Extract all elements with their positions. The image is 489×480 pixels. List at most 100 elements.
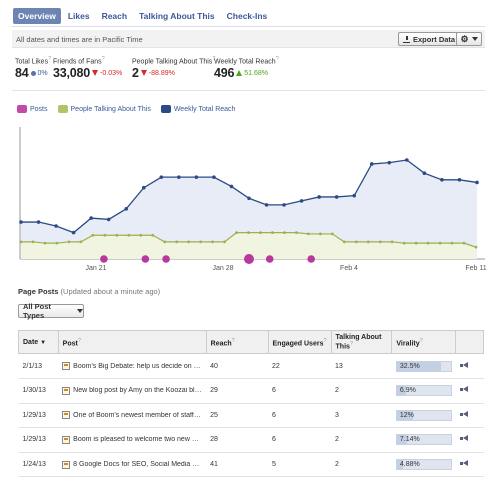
help-icon[interactable]: ? (77, 337, 81, 344)
help-icon[interactable]: ? (349, 341, 353, 347)
post-marker (141, 255, 150, 263)
help-icon[interactable]: ? (212, 56, 216, 62)
x-tick-label: Feb 11 (465, 265, 486, 272)
col-promote (455, 329, 484, 355)
help-icon[interactable]: ? (323, 337, 327, 344)
stat-total-likes: Total Likes? 84 0% (15, 56, 51, 80)
table-row[interactable]: 1/29/13 One of Boom's newest member of st… (18, 403, 484, 429)
post-engaged-users[interactable]: 6 (268, 378, 332, 404)
section-title: Page Posts (18, 287, 59, 296)
chevron-down-icon (471, 37, 478, 41)
table-row[interactable]: 1/30/13 New blog post by Amy on the Kooza… (18, 378, 484, 404)
reach-point (475, 180, 479, 185)
export-data-button[interactable]: Export Data (398, 32, 461, 46)
status-post-icon (62, 460, 71, 469)
col-engaged-users[interactable]: Engaged Users? (267, 329, 332, 355)
tab-check-ins[interactable]: Check-Ins (226, 11, 268, 21)
talking-point (235, 231, 238, 234)
tab-talking-about-this[interactable]: Talking About This (139, 11, 215, 21)
help-icon[interactable]: ? (231, 337, 235, 344)
stat-value: 496 (214, 66, 235, 81)
post-cell: Boom's Big Debate: help us decide on the… (58, 353, 207, 379)
gear-icon: ⚙ (460, 33, 469, 44)
virality-bar: 12% (395, 409, 452, 421)
virality-value: 4.88% (399, 461, 420, 468)
col-reach[interactable]: Reach? (205, 329, 269, 355)
reach-point (264, 203, 269, 207)
post-reach[interactable]: 28 (206, 427, 268, 453)
post-talking-about: 2 (331, 452, 392, 478)
post-link[interactable]: New blog post by Amy on the Koozai blog … (73, 387, 203, 395)
table-row[interactable]: 1/29/13 Boom is pleased to welcome two ne… (18, 427, 484, 453)
post-link[interactable]: Boom's Big Debate: help us decide on the… (73, 362, 203, 370)
legend-item-talking[interactable]: People Talking About This (57, 105, 151, 113)
promote-megaphone-icon[interactable] (459, 361, 469, 369)
help-icon[interactable]: ? (48, 56, 52, 62)
col-date[interactable]: Date ▼ (18, 329, 59, 355)
promote-megaphone-icon[interactable] (459, 386, 469, 393)
post-marker (100, 255, 108, 263)
status-post-icon (62, 435, 71, 444)
reach-point (440, 178, 444, 182)
help-icon[interactable]: ? (275, 56, 279, 62)
reach-point (89, 216, 93, 220)
stat-value: 2 (132, 66, 139, 81)
post-type-filter[interactable]: All Post Types (18, 302, 84, 320)
talking-point (211, 240, 214, 244)
post-engaged-users[interactable]: 5 (268, 452, 332, 478)
settings-menu-button[interactable]: ⚙ (456, 32, 482, 46)
reach-point (405, 158, 409, 162)
talking-point (91, 233, 95, 237)
col-talking-about-this[interactable]: Talking About This? (330, 329, 393, 355)
talking-point (115, 233, 119, 237)
post-virality: 6.9% (391, 378, 456, 404)
table-row[interactable]: 2/1/13 Boom's Big Debate: help us decide … (18, 353, 484, 379)
talking-point (294, 231, 298, 234)
col-post[interactable]: Post? (57, 329, 207, 355)
virality-bar: 32.5% (395, 360, 452, 372)
legend-item-reach[interactable]: Weekly Total Reach (160, 105, 235, 113)
col-virality[interactable]: Virality? (391, 329, 457, 355)
posts-series (100, 254, 315, 264)
tab-overview[interactable]: Overview (13, 8, 61, 24)
reach-area (21, 160, 477, 259)
reach-point (422, 171, 427, 175)
stat-value: 33,080 (53, 66, 91, 81)
post-link[interactable]: One of Boom's newest member of staff, G.… (73, 411, 203, 419)
posts-table: Date ▼ Post? Reach? Engaged Users? Talki… (18, 329, 484, 478)
stat-change: 0% (37, 69, 48, 77)
post-engaged-users[interactable]: 6 (268, 427, 332, 453)
post-link[interactable]: Boom is pleased to welcome two new addi.… (73, 436, 203, 444)
post-reach[interactable]: 25 (206, 403, 268, 429)
post-engaged-users[interactable]: 22 (268, 353, 332, 379)
page-posts-header: Page Posts (Updated about a minute ago) (18, 287, 160, 296)
reach-point (71, 230, 76, 235)
reach-point (457, 178, 462, 182)
promote-megaphone-icon[interactable] (459, 460, 469, 467)
stat-change: -0.03% (100, 69, 123, 77)
post-reach[interactable]: 40 (206, 353, 268, 379)
talking-point (31, 240, 35, 244)
tab-likes[interactable]: Likes (67, 11, 90, 21)
insights-chart: Jan 21 Jan 28 Feb 4 Feb 11 (19, 127, 487, 272)
x-tick-label: Jan 21 (85, 265, 106, 272)
stat-label: People Talking About This (132, 58, 213, 66)
virality-bar: 7.14% (395, 434, 452, 446)
post-reach[interactable]: 29 (206, 378, 268, 404)
post-engaged-users[interactable]: 6 (268, 403, 332, 429)
tab-reach[interactable]: Reach (101, 11, 128, 21)
stat-people-talking: People Talking About This? 2 -88.89% (132, 56, 215, 80)
legend-item-posts[interactable]: Posts (17, 105, 48, 113)
timezone-note: All dates and times are in Pacific Time (16, 35, 143, 44)
promote-megaphone-icon[interactable] (459, 410, 469, 418)
reach-point (54, 224, 58, 228)
post-date: 1/29/13 (18, 427, 59, 453)
promote-megaphone-icon[interactable] (459, 435, 469, 442)
post-reach[interactable]: 41 (206, 452, 268, 478)
help-icon[interactable]: ? (419, 337, 423, 344)
post-link[interactable]: 8 Google Docs for SEO, Social Media and … (73, 461, 203, 468)
help-icon[interactable]: ? (101, 56, 105, 62)
post-type-filter-label: All Post Types (23, 302, 51, 320)
table-row[interactable]: 1/24/13 8 Google Docs for SEO, Social Med… (18, 452, 484, 478)
virality-value: 32.5% (399, 362, 420, 370)
